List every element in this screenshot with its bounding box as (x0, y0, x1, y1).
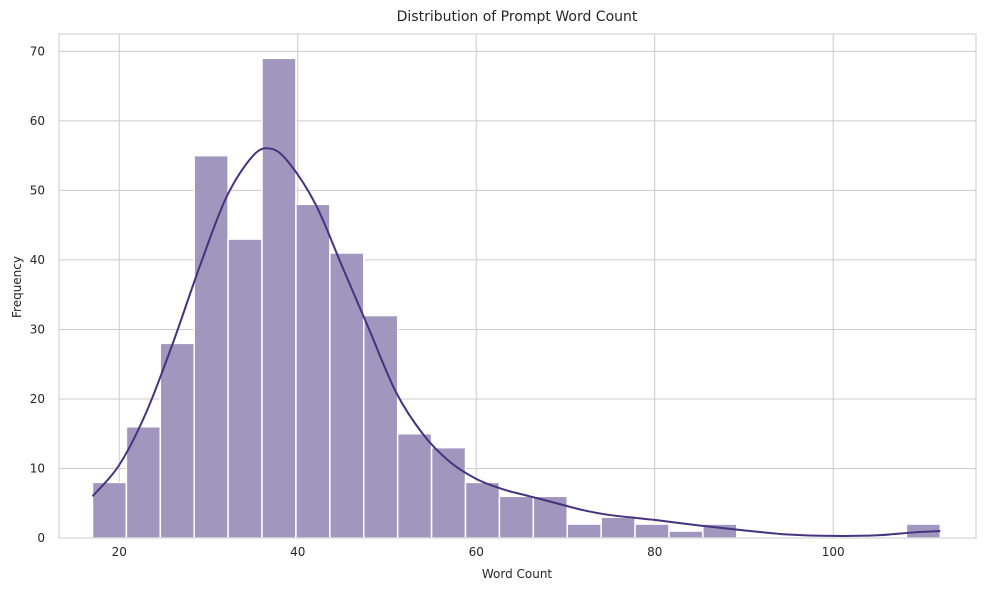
bar-layer (91, 57, 942, 539)
histogram-bar (193, 154, 229, 539)
y-tick-label: 40 (30, 253, 45, 267)
histogram-bar (261, 57, 297, 539)
y-tick-label: 10 (30, 461, 45, 475)
x-tick-label: 80 (647, 545, 662, 559)
kde-curve (91, 147, 941, 537)
histogram-bar (396, 432, 433, 539)
x-axis-label: Word Count (482, 567, 553, 581)
chart-title: Distribution of Prompt Word Count (397, 9, 638, 25)
histogram-bar (329, 252, 365, 539)
x-tick-label: 40 (290, 545, 305, 559)
histogram-bar (295, 203, 331, 539)
x-tick-label: 100 (822, 545, 845, 559)
histogram-bar (566, 523, 602, 539)
plot-frame (58, 33, 977, 539)
histogram-bar (159, 342, 195, 539)
y-tick-label: 60 (30, 114, 45, 128)
y-tick-label: 0 (37, 531, 45, 545)
y-axis-label: Frequency (10, 256, 24, 318)
histogram-bar (464, 481, 501, 539)
y-tick-label: 20 (30, 392, 45, 406)
x-tick-label: 20 (112, 545, 127, 559)
histogram-bar (634, 523, 670, 539)
histogram-bar (363, 314, 399, 539)
y-tick-label: 50 (30, 183, 45, 197)
histogram-bar (227, 238, 263, 539)
histogram-bar (600, 516, 636, 539)
histogram-bar (668, 530, 704, 539)
y-tick-label: 30 (30, 322, 45, 336)
y-tick-label: 70 (30, 44, 45, 58)
histogram-bar (498, 495, 535, 539)
kde-layer (91, 147, 941, 537)
tick-layer: 20 40 60 80 100 0 10 20 30 40 50 60 70 (30, 44, 845, 559)
x-tick-label: 60 (469, 545, 484, 559)
histogram-bar (430, 446, 467, 539)
